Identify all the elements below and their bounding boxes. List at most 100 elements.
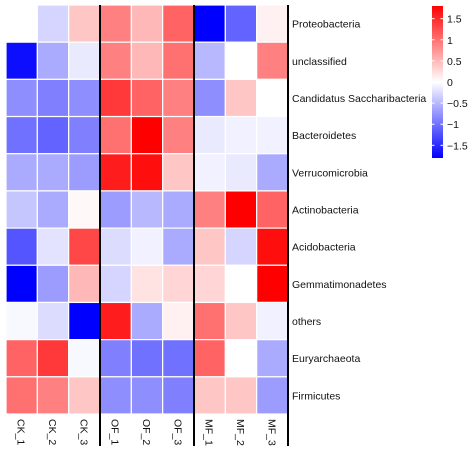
heatmap-cell (5, 264, 38, 304)
heatmap-cell (5, 4, 38, 43)
heatmap-cell (68, 301, 101, 341)
row-label: Gemmatimonadetes (292, 279, 387, 291)
heatmap-cell (5, 115, 38, 155)
row-label: Euryarchaeota (292, 353, 360, 365)
heatmap-cell (99, 41, 132, 80)
heatmap-cell (5, 190, 38, 229)
row-labels: Proteobacteria unclassified Candidatus Sac… (292, 19, 426, 403)
heatmap-cell (99, 190, 132, 229)
legend-tick-label: 0.5 (447, 56, 462, 68)
heatmap-cell (5, 78, 38, 118)
heatmap-cell (256, 190, 289, 229)
heatmap-cell (162, 376, 195, 415)
heatmap-cell (256, 115, 289, 155)
heatmap-cell (162, 78, 195, 118)
heatmap-cell (224, 153, 258, 192)
heatmap-cell (224, 41, 258, 80)
heatmap-cell (224, 190, 258, 229)
heatmap-cell (5, 339, 38, 378)
heatmap-cell (162, 153, 195, 192)
heatmap-cell (36, 153, 70, 192)
heatmap-cell (193, 190, 226, 229)
heatmap-cell (99, 264, 132, 304)
heatmap-cell (130, 301, 164, 341)
heatmap-cell (36, 227, 70, 266)
heatmap-cell (130, 115, 164, 155)
heatmap-cells (5, 4, 289, 415)
heatmap-cell (99, 376, 132, 415)
heatmap-cell (162, 264, 195, 304)
heatmap-cell (193, 4, 226, 43)
heatmap-cell (36, 78, 70, 118)
heatmap-cell (224, 115, 258, 155)
heatmap-cell (99, 339, 132, 378)
heatmap-cell (224, 227, 258, 266)
heatmap-cell (5, 227, 38, 266)
column-label: OF_1 (109, 419, 121, 445)
heatmap-cell (36, 190, 70, 229)
heatmap-cell (256, 339, 289, 378)
heatmap-cell (99, 301, 132, 341)
heatmap-cell (162, 190, 195, 229)
column-label: OF_3 (171, 419, 183, 445)
heatmap-cell (36, 115, 70, 155)
column-label: CK_1 (15, 419, 27, 445)
legend-tick-label: 1.5 (447, 14, 462, 26)
heatmap-cell (256, 264, 289, 304)
heatmap-cell (68, 41, 101, 80)
heatmap-cell (130, 4, 164, 43)
heatmap-cell (224, 376, 258, 415)
heatmap-cell (5, 376, 38, 415)
heatmap-cell (99, 78, 132, 118)
heatmap-cell (36, 41, 70, 80)
legend-tick-label: −1 (447, 119, 459, 131)
heatmap-cell (36, 301, 70, 341)
heatmap-cell (224, 264, 258, 304)
heatmap-cell (193, 41, 226, 80)
heatmap-cell (36, 4, 70, 43)
column-label: MF_2 (234, 419, 246, 446)
heatmap-cell (68, 78, 101, 118)
heatmap-cell (256, 376, 289, 415)
heatmap-cell (256, 4, 289, 43)
row-label: Actinobacteria (292, 205, 359, 217)
heatmap-cell (256, 227, 289, 266)
row-label: Candidatus Saccharibacteria (292, 93, 426, 105)
legend-color-bar (432, 6, 443, 158)
heatmap-cell (68, 339, 101, 378)
heatmap-cell (99, 153, 132, 192)
heatmap-cell (193, 376, 226, 415)
heatmap-cell (162, 115, 195, 155)
heatmap-cell (224, 4, 258, 43)
row-label: Bacteroidetes (292, 130, 356, 142)
heatmap-cell (68, 190, 101, 229)
heatmap-cell (193, 339, 226, 378)
heatmap-cell (5, 41, 38, 80)
heatmap-cell (130, 153, 164, 192)
row-label: Firmicutes (292, 390, 340, 402)
heatmap-cell (99, 115, 132, 155)
heatmap-cell (193, 227, 226, 266)
heatmap-cell (256, 153, 289, 192)
heatmap-cell (162, 339, 195, 378)
row-label: others (292, 316, 321, 328)
heatmap-cell (130, 78, 164, 118)
heatmap-cell (68, 115, 101, 155)
heatmap-cell (193, 115, 226, 155)
heatmap-cell (162, 301, 195, 341)
heatmap-cell (256, 41, 289, 80)
legend-tick-label: −0.5 (447, 98, 468, 110)
heatmap-cell (130, 190, 164, 229)
column-label: CK_2 (46, 419, 58, 445)
heatmap-cell (36, 264, 70, 304)
heatmap-cell (99, 227, 132, 266)
heatmap-cell (193, 153, 226, 192)
row-label: unclassified (292, 56, 347, 68)
heatmap-cell (36, 376, 70, 415)
column-label: CK_3 (77, 419, 89, 445)
column-label: MF_1 (203, 419, 215, 446)
color-legend: 1.5 1 0.5 0 −0.5 −1 −1.5 (432, 6, 468, 158)
heatmap-cell (162, 4, 195, 43)
heatmap-cell (130, 227, 164, 266)
column-labels: CK_1 CK_2 CK_3 OF_1 OF_2 OF_3 MF_1 MF_2 MF_3 (15, 419, 278, 446)
